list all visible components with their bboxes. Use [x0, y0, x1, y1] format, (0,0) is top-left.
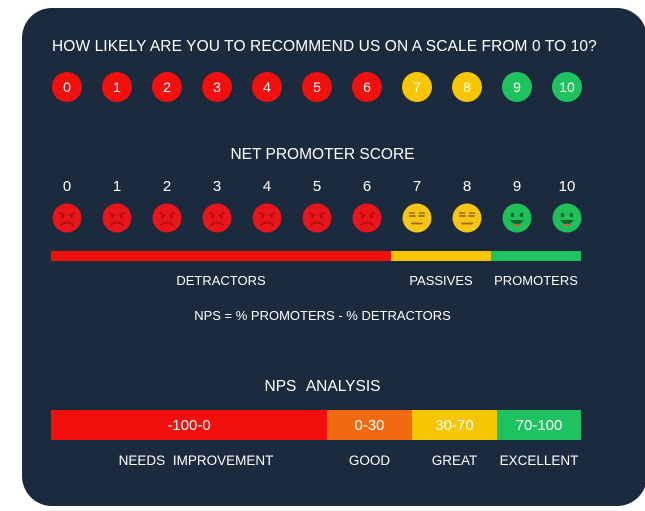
happy-face-icon: [502, 203, 532, 233]
sad-face-icon: [52, 203, 82, 233]
sad-face-icon: [252, 203, 282, 233]
promoters-label: PROMOTERS: [494, 273, 578, 288]
sad-face-icon: [102, 203, 132, 233]
passives-bar: [391, 251, 491, 261]
detractors-bar: [51, 251, 391, 261]
rating-option-8[interactable]: 8: [452, 72, 482, 102]
rating-option-7[interactable]: 7: [402, 72, 432, 102]
sad-face-icon: [202, 203, 232, 233]
range-excellent: 70-100: [497, 410, 581, 440]
sad-face-icon: [352, 203, 382, 233]
label-excellent: EXCELLENT: [499, 453, 579, 468]
score-number-8: 8: [462, 178, 472, 195]
score-number-2: 2: [162, 178, 172, 195]
score-number-6: 6: [362, 178, 372, 195]
label-needs-improvement: NEEDS IMPROVEMENT: [118, 453, 274, 468]
score-number-7: 7: [412, 178, 422, 195]
survey-question: HOW LIKELY ARE YOU TO RECOMMEND US ON A …: [52, 38, 597, 55]
rating-option-1[interactable]: 1: [102, 72, 132, 102]
score-number-3: 3: [212, 178, 222, 195]
rating-option-10[interactable]: 10: [552, 72, 582, 102]
sad-face-icon: [302, 203, 332, 233]
promoters-bar: [491, 251, 581, 261]
score-number-5: 5: [312, 178, 322, 195]
label-good: GOOD: [348, 453, 391, 468]
rating-option-2[interactable]: 2: [152, 72, 182, 102]
passives-label: PASSIVES: [409, 273, 473, 288]
nps-title: NET PROMOTER SCORE: [230, 146, 415, 163]
range-needs-improvement: -100-0: [51, 410, 327, 440]
detractors-label: DETRACTORS: [176, 273, 266, 288]
score-number-9: 9: [512, 178, 522, 195]
rating-option-5[interactable]: 5: [302, 72, 332, 102]
rating-option-4[interactable]: 4: [252, 72, 282, 102]
score-number-4: 4: [262, 178, 272, 195]
rating-option-9[interactable]: 9: [502, 72, 532, 102]
neutral-face-icon: [452, 203, 482, 233]
range-good: 0-30: [327, 410, 412, 440]
rating-option-6[interactable]: 6: [352, 72, 382, 102]
rating-option-3[interactable]: 3: [202, 72, 232, 102]
happy-face-icon: [552, 203, 582, 233]
score-number-0: 0: [62, 178, 72, 195]
neutral-face-icon: [402, 203, 432, 233]
range-great: 30-70: [412, 410, 497, 440]
score-number-10: 10: [558, 178, 576, 195]
analysis-title: NPS ANALYSIS: [264, 378, 381, 395]
label-great: GREAT: [431, 453, 478, 468]
score-number-1: 1: [112, 178, 122, 195]
nps-formula: NPS = % PROMOTERS - % DETRACTORS: [194, 308, 451, 323]
rating-option-0[interactable]: 0: [52, 72, 82, 102]
sad-face-icon: [152, 203, 182, 233]
